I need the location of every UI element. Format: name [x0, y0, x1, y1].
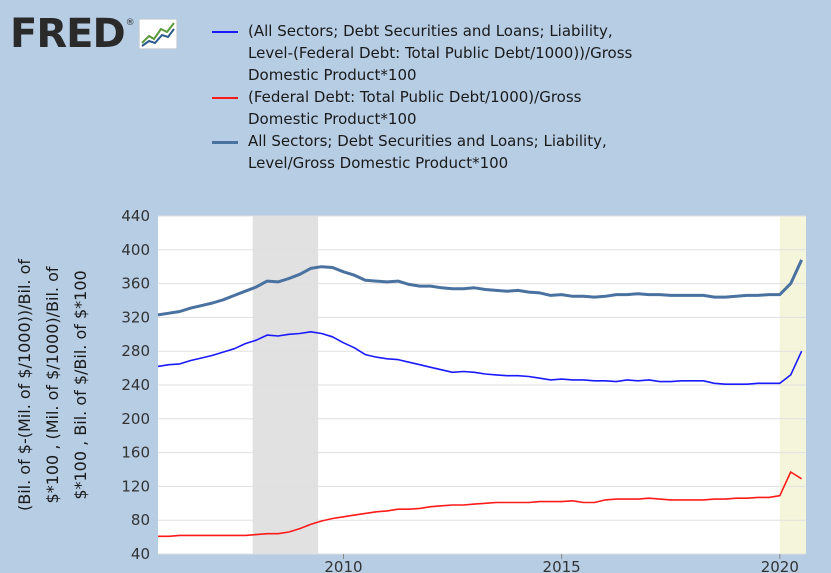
y-tick-label: 40 — [131, 545, 150, 563]
y-tick-label: 400 — [121, 241, 150, 259]
legend-swatch-red — [212, 97, 238, 99]
series-line-2 — [157, 259, 803, 317]
y-tick-label: 160 — [121, 444, 150, 462]
series-line-1 — [158, 471, 803, 538]
x-tick-label: 2015 — [543, 558, 581, 573]
y-tick-label: 440 — [121, 207, 150, 225]
y-tick-label: 120 — [121, 477, 150, 495]
legend-label-red: (Federal Debt: Total Public Debt/1000)/G… — [248, 88, 582, 128]
legend-label-steel: All Sectors; Debt Securities and Loans; … — [248, 132, 607, 172]
chart-legend: (All Sectors; Debt Securities and Loans;… — [212, 20, 642, 174]
fred-chart-icon — [138, 19, 177, 49]
fred-logo[interactable]: FRED ® — [10, 14, 177, 54]
y-tick-label: 200 — [121, 410, 150, 428]
x-tick-label: 2020 — [761, 558, 799, 573]
y-axis-title-line: $*100 , (Mil. of $/1000)/Bil. of — [43, 266, 62, 503]
legend-label-blue: (All Sectors; Debt Securities and Loans;… — [248, 22, 633, 84]
logo-text: FRED — [10, 11, 126, 57]
series-line-0 — [157, 330, 803, 386]
legend-swatch-steel — [212, 141, 238, 144]
y-tick-label: 360 — [121, 275, 150, 293]
legend-swatch-blue — [212, 31, 238, 33]
y-axis-title-line: (Bil. of $-(Mil. of $/1000))/Bil. of — [15, 259, 34, 511]
legend-item-blue: (All Sectors; Debt Securities and Loans;… — [212, 20, 642, 86]
legend-item-red: (Federal Debt: Total Public Debt/1000)/G… — [212, 86, 642, 130]
legend-item-steel: All Sectors; Debt Securities and Loans; … — [212, 130, 642, 174]
logo-registered-mark: ® — [125, 18, 135, 28]
x-tick-label: 2010 — [324, 558, 362, 573]
y-axis-title-line: $*100 , Bil. of $/Bil. of $*100 — [71, 270, 90, 499]
y-tick-label: 240 — [121, 376, 150, 394]
y-tick-label: 320 — [121, 308, 150, 326]
y-tick-label: 280 — [121, 342, 150, 360]
y-tick-label: 80 — [131, 511, 150, 529]
